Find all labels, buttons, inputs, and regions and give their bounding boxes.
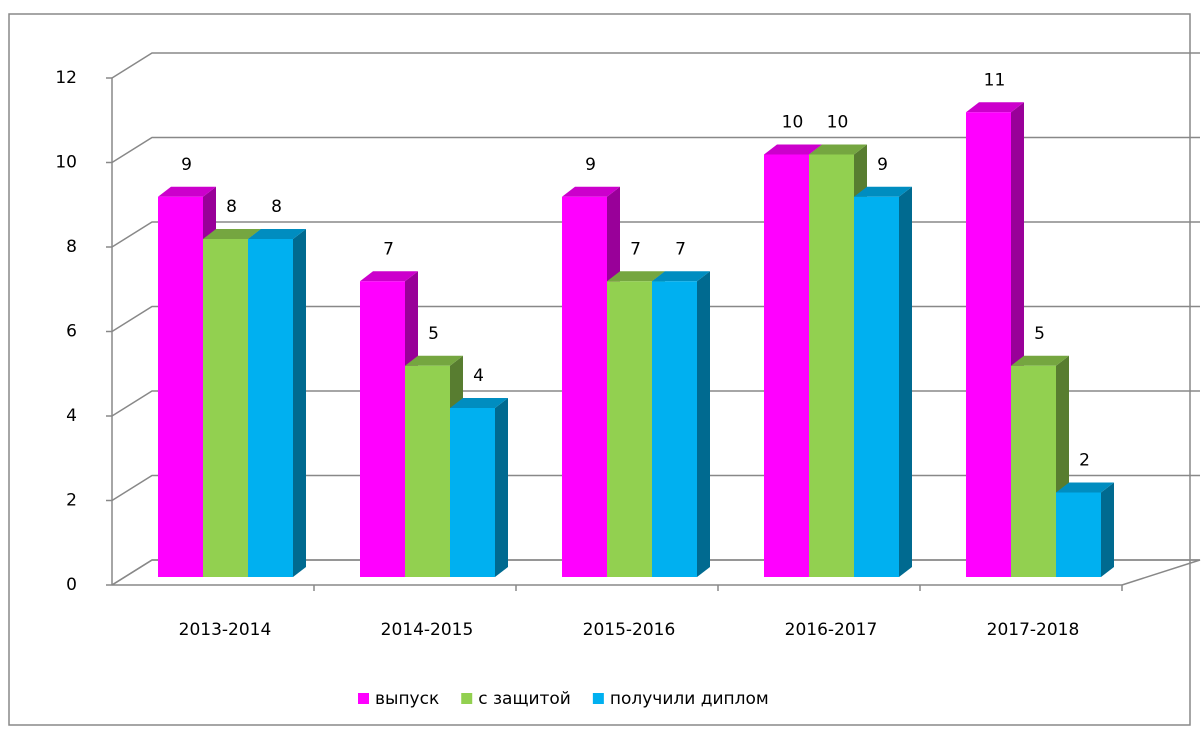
y-tick-label: 4 — [66, 406, 77, 426]
bar — [854, 186, 912, 577]
bar-face — [158, 186, 216, 197]
legend-swatch — [592, 693, 604, 704]
bar-face — [607, 281, 652, 577]
value-label: 7 — [630, 239, 641, 259]
bar-face — [1011, 355, 1069, 366]
bar-face — [1101, 482, 1114, 577]
legend-label: с защитой — [478, 689, 571, 709]
y-tick-label: 8 — [66, 237, 77, 257]
bar-face — [652, 281, 697, 577]
bar-face — [1056, 482, 1114, 493]
value-label: 10 — [827, 113, 849, 133]
legend-label: получили диплом — [610, 689, 769, 709]
bar-face — [607, 271, 665, 282]
bar-face — [764, 144, 822, 155]
bar-face — [248, 229, 306, 239]
x-tick-label: 2016-2017 — [785, 620, 878, 640]
bar — [1056, 482, 1114, 577]
grid-line — [111, 136, 1200, 164]
bar-face — [562, 196, 607, 577]
x-tick-label: 2015-2016 — [583, 620, 676, 640]
bar-face — [562, 186, 620, 197]
value-label: 9 — [877, 155, 888, 175]
value-label: 9 — [181, 155, 192, 175]
bar-face — [360, 281, 405, 577]
x-tick-label: 2017-2018 — [987, 620, 1080, 640]
bar-face — [697, 271, 710, 577]
y-tick-label: 12 — [55, 68, 77, 88]
bar-face — [966, 112, 1011, 577]
y-tick-label: 6 — [66, 322, 77, 342]
bar-face — [966, 102, 1024, 113]
value-label: 5 — [428, 324, 439, 344]
bar-face — [854, 196, 899, 577]
bar-face — [899, 186, 912, 577]
bar-face — [809, 154, 854, 577]
bar-face — [809, 144, 867, 155]
x-tick-label: 2013-2014 — [179, 620, 272, 640]
value-label: 11 — [984, 70, 1006, 90]
bar-face — [450, 398, 508, 408]
y-tick-label: 2 — [66, 491, 77, 511]
bar-face — [293, 229, 306, 577]
bar-face — [495, 398, 508, 577]
legend-label: выпуск — [375, 689, 439, 709]
value-label: 5 — [1034, 324, 1045, 344]
value-label: 8 — [271, 197, 282, 217]
bar-face — [203, 229, 261, 239]
bar — [450, 398, 508, 577]
value-label: 7 — [675, 239, 686, 259]
bar-face — [1056, 492, 1101, 577]
value-label: 7 — [383, 239, 394, 259]
bar-face — [360, 271, 418, 282]
value-label: 10 — [782, 113, 804, 133]
bar-face — [248, 239, 293, 577]
value-label: 4 — [473, 366, 484, 386]
value-label: 2 — [1079, 451, 1090, 471]
bar-face — [405, 365, 450, 577]
grid-line — [111, 52, 1200, 79]
bar-face — [652, 271, 710, 282]
legend-swatch — [461, 693, 473, 704]
bar-face — [203, 239, 248, 577]
bar — [248, 229, 306, 577]
value-label: 9 — [585, 155, 596, 175]
value-label: 8 — [226, 197, 237, 217]
y-tick-label: 10 — [55, 153, 77, 173]
bar-face — [158, 196, 203, 577]
y-tick-label: 0 — [66, 575, 77, 595]
bar-face — [854, 186, 912, 197]
bar-face — [764, 154, 809, 577]
bar-face — [405, 355, 463, 366]
legend-swatch — [358, 693, 369, 704]
bar-face — [450, 408, 495, 577]
bar-face — [1011, 365, 1056, 577]
x-tick-label: 2014-2015 — [381, 620, 474, 640]
bar — [652, 271, 710, 577]
